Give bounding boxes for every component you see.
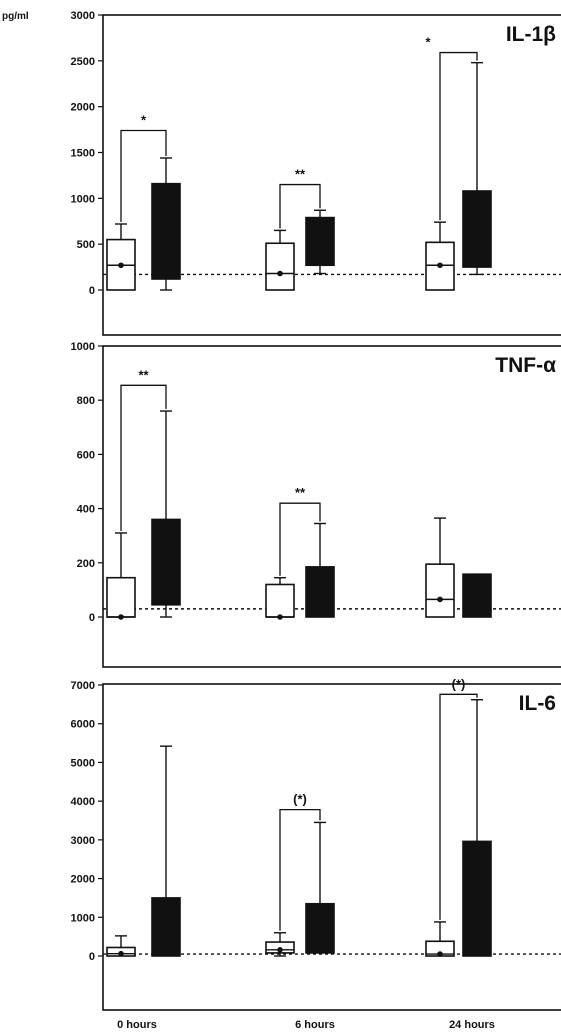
bracket-line <box>279 502 321 576</box>
filled-box-0 <box>151 410 181 618</box>
filled-box-1 <box>305 209 335 275</box>
y-tick-label: 500 <box>77 239 95 251</box>
bracket-line <box>279 809 321 931</box>
significance-bracket: ** <box>279 167 321 229</box>
y-tick-label: 0 <box>89 951 95 963</box>
y-tick-label: 3000 <box>71 835 95 847</box>
y-tick-label: 800 <box>77 395 95 407</box>
y-tick-label: 0 <box>89 285 95 297</box>
box-body <box>425 563 455 618</box>
significance-bracket: ** <box>279 485 321 576</box>
panel-title: TNF-α <box>495 354 556 377</box>
median-dot <box>118 614 124 620</box>
box-body <box>305 566 335 618</box>
box-body <box>265 242 295 291</box>
category-label-6h: 6 hours <box>295 1019 335 1031</box>
open-box-2 <box>425 221 455 291</box>
median-dot <box>437 262 443 269</box>
y-tick-label: 2500 <box>71 56 95 68</box>
y-tick-label: 5000 <box>71 757 95 769</box>
significance-bracket: (*) <box>439 676 478 920</box>
open-box-2 <box>425 921 455 957</box>
filled-box-2 <box>462 61 492 276</box>
open-box-1 <box>265 229 295 291</box>
y-tick-label: 7000 <box>71 680 95 692</box>
y-tick-label: 3000 <box>71 10 95 22</box>
box-body <box>151 518 181 606</box>
filled-box-1 <box>305 821 335 954</box>
significance-label: ** <box>295 485 306 500</box>
box-body <box>151 182 181 280</box>
panel-2: 0 1000 2000 3000 4000 5000 6000 7000 (*) (*) IL-6 <box>71 676 561 1011</box>
y-tick-label: 2000 <box>71 102 95 114</box>
median-dot <box>277 947 283 953</box>
box-body <box>462 190 492 268</box>
y-tick-label: 1500 <box>71 148 95 160</box>
filled-box-0 <box>151 157 181 291</box>
bracket-line <box>120 384 167 531</box>
significance-label: (*) <box>293 792 307 807</box>
y-tick-label: 0 <box>89 612 95 624</box>
significance-bracket: * <box>120 113 167 222</box>
median-dot <box>118 950 124 957</box>
bracket-line <box>439 51 478 221</box>
panel-title: IL-1β <box>506 23 556 46</box>
significance-label: * <box>141 113 147 128</box>
y-tick-label: 400 <box>77 504 95 516</box>
filled-box-2 <box>462 699 492 957</box>
significance-label: ** <box>138 367 149 382</box>
box-body <box>462 840 492 957</box>
bracket-line <box>439 693 478 920</box>
median-dot <box>118 262 124 269</box>
filled-box-1 <box>305 522 335 618</box>
significance-label: (*) <box>452 676 466 691</box>
panel-frame <box>102 14 561 336</box>
y-tick-label: 2000 <box>71 874 95 886</box>
significance-bracket: (*) <box>279 792 321 931</box>
median-dot <box>277 614 283 620</box>
median-dot <box>277 270 283 277</box>
x-axis-labels: 0 hours 6 hours 24 hours <box>117 1019 495 1031</box>
y-tick-label: 1000 <box>71 193 95 205</box>
significance-bracket: * <box>425 35 478 221</box>
y-tick-label: 1000 <box>71 912 95 924</box>
filled-box-0 <box>151 745 181 957</box>
open-box-0 <box>106 223 136 291</box>
box-body <box>151 897 181 957</box>
filled-box-2 <box>462 573 492 618</box>
y-tick-label: 200 <box>77 558 95 570</box>
bracket-line <box>279 183 321 229</box>
open-box-2 <box>425 517 455 618</box>
box-body <box>462 573 492 618</box>
significance-label: * <box>425 35 431 50</box>
open-box-1 <box>265 932 295 957</box>
y-tick-label: 4000 <box>71 796 95 808</box>
y-unit-label: pg/ml <box>2 11 29 22</box>
box-body <box>106 576 136 618</box>
y-tick-label: 600 <box>77 449 95 461</box>
panel-frame <box>102 683 561 1011</box>
box-body <box>265 583 295 618</box>
panel-title: IL-6 <box>519 692 556 715</box>
panel-frame <box>102 345 561 668</box>
category-label-24h: 24 hours <box>449 1019 495 1031</box>
box-body <box>305 902 335 954</box>
category-label-0h: 0 hours <box>117 1019 157 1031</box>
significance-bracket: ** <box>120 367 167 531</box>
panel-1: 0 200 400 600 800 1000 ** ** TNF-α <box>71 341 561 668</box>
y-tick-label: 6000 <box>71 719 95 731</box>
significance-label: ** <box>295 167 306 182</box>
open-box-1 <box>265 577 295 620</box>
y-tick-label: 1000 <box>71 341 95 353</box>
open-box-0 <box>106 532 136 620</box>
open-box-0 <box>106 935 136 957</box>
median-dot <box>437 951 443 957</box>
bracket-line <box>120 129 167 222</box>
box-body <box>305 216 335 267</box>
median-dot <box>437 596 443 603</box>
